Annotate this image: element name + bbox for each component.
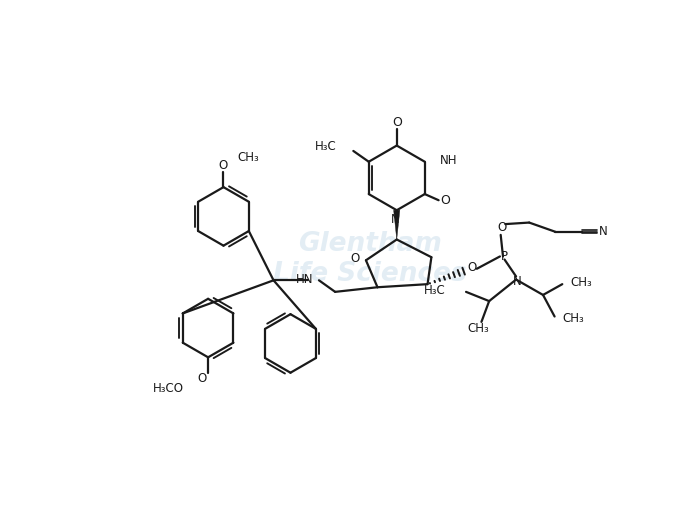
Text: Glentham
Life Sciences: Glentham Life Sciences [273, 231, 466, 287]
Text: CH₃: CH₃ [237, 151, 259, 164]
Text: CH₃: CH₃ [570, 276, 592, 289]
Text: NH: NH [440, 154, 458, 167]
Text: O: O [498, 220, 507, 233]
Text: O: O [468, 261, 477, 274]
Text: O: O [219, 159, 228, 172]
Text: N: N [391, 213, 400, 226]
Text: O: O [351, 252, 360, 265]
Text: O: O [441, 194, 450, 207]
Text: CH₃: CH₃ [562, 311, 584, 324]
Text: N: N [513, 275, 522, 288]
Text: P: P [501, 250, 508, 263]
Text: N: N [599, 225, 608, 238]
Text: O: O [392, 116, 402, 129]
Polygon shape [394, 210, 400, 240]
Text: H₃C: H₃C [425, 284, 446, 297]
Text: O: O [197, 372, 207, 385]
Text: H₃CO: H₃CO [152, 382, 184, 395]
Text: CH₃: CH₃ [468, 322, 489, 335]
Text: H₃C: H₃C [315, 140, 336, 153]
Text: HN: HN [296, 273, 314, 286]
